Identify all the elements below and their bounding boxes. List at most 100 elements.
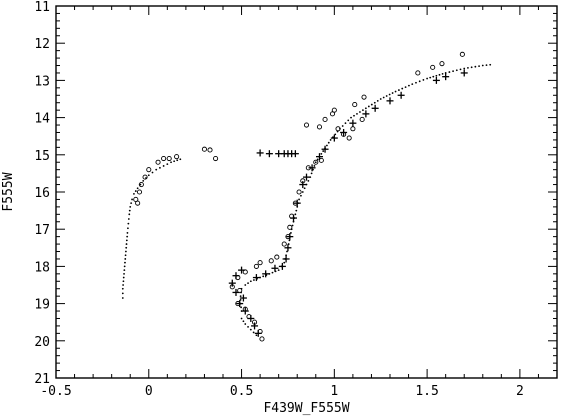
circle-point <box>313 159 319 165</box>
ridge-line-dot <box>359 111 361 113</box>
circle-point <box>155 159 161 165</box>
y-tick-label: 12 <box>34 37 50 52</box>
ridge-line-dot <box>455 69 458 72</box>
plus-point <box>265 150 273 158</box>
ridge-line-dot <box>151 171 154 174</box>
plus-point <box>308 164 316 172</box>
plot-frame <box>55 5 558 379</box>
circle-point <box>346 135 352 141</box>
circle-point <box>251 319 258 325</box>
ridge-line-dot <box>262 275 265 278</box>
ridge-line-dot <box>133 192 135 195</box>
circle-point <box>439 61 445 67</box>
y-tick-label: 11 <box>34 0 50 15</box>
circle-point <box>274 254 280 260</box>
ridge-line-dot <box>373 101 376 104</box>
ridge-line-dot <box>136 187 139 190</box>
circle-point <box>235 275 241 281</box>
y-tick-label: 21 <box>34 372 50 387</box>
circle-point <box>359 116 365 123</box>
x-tick-label: 0 <box>145 384 153 399</box>
ridge-line-dot <box>130 202 133 205</box>
circle-point <box>136 189 143 195</box>
ridge-line-dot <box>307 179 310 182</box>
plus-point <box>397 91 405 99</box>
circle-point <box>235 301 241 307</box>
ridge-line-dot <box>294 213 297 216</box>
plus-point <box>252 274 260 282</box>
ridge-line-dot <box>123 269 126 272</box>
ridge-line-dot <box>313 165 316 167</box>
ridge-line-dot <box>329 139 332 141</box>
ridge-line-dot <box>247 325 249 328</box>
ridge-line-dot <box>122 280 125 283</box>
ridge-line-dot <box>422 79 425 81</box>
ridge-line-dot <box>438 73 441 76</box>
ridge-line-dot <box>242 320 245 323</box>
circle-point <box>361 94 367 100</box>
x-tick-label: 1.5 <box>415 384 438 399</box>
ridge-line-dot <box>131 198 133 201</box>
circle-point <box>229 284 235 290</box>
plus-point <box>262 270 270 278</box>
circle-point <box>253 263 259 269</box>
y-axis-label: F555W <box>1 172 16 211</box>
ridge-line-dot <box>316 158 319 161</box>
ridge-line-dot <box>481 64 484 67</box>
ridge-line-dot <box>370 103 373 106</box>
circle-point <box>352 102 358 108</box>
ridge-line-dot <box>247 282 249 285</box>
ridge-line-dot <box>426 77 429 80</box>
plus-point <box>349 119 357 127</box>
ridge-line-dot <box>159 166 161 169</box>
circle-point <box>257 328 263 335</box>
plus-point <box>386 97 394 105</box>
ridge-line-dot <box>121 287 124 290</box>
circle-point <box>322 116 328 123</box>
ridge-line-dot <box>122 284 125 286</box>
ridge-line-dot <box>128 209 131 212</box>
ridge-line-dot <box>123 265 126 268</box>
circle-point <box>242 306 248 312</box>
ridge-line-dot <box>327 141 330 144</box>
ridge-line-dot <box>170 161 172 164</box>
ridge-line-dot <box>435 74 438 77</box>
ridge-line-dot <box>467 67 469 69</box>
x-tick-label: 1 <box>330 384 338 399</box>
ridge-line-dot <box>376 99 379 102</box>
plus-point <box>284 244 292 252</box>
axes: -0.5 0 0.5 1 1.5 2 11 12 13 14 15 16 17 18 19 20 21 <box>34 0 558 399</box>
circle-point <box>459 51 465 57</box>
ridge-line-dot <box>252 331 255 334</box>
ridge-line-dot <box>155 168 158 171</box>
ridge-line-dot <box>300 194 302 197</box>
y-tick-label: 15 <box>34 149 50 164</box>
ridge-line-dot <box>298 198 300 201</box>
ridge-line-dot <box>176 159 179 162</box>
ridge-line-dot <box>249 280 252 283</box>
plus-point <box>303 173 310 181</box>
ridge-line-dot <box>125 243 128 245</box>
x-tick-label: -0.5 <box>40 384 71 399</box>
plus-point <box>362 110 370 118</box>
ridge-line-dot <box>404 86 407 88</box>
ridge-line-dot <box>124 250 127 253</box>
circle-point <box>287 224 293 230</box>
ridge-line-dot <box>470 66 473 69</box>
ridge-line-dot <box>128 213 131 216</box>
circle-point <box>174 154 180 160</box>
ridge-line-dot <box>255 334 258 337</box>
circle-point <box>133 196 139 202</box>
plus-point <box>251 322 259 330</box>
ridge-line-dot <box>408 84 410 87</box>
ridge-line-dot <box>441 72 444 75</box>
ridge-line-dot <box>356 112 358 115</box>
ridge-line-dot <box>126 232 129 234</box>
circle-point <box>285 234 291 240</box>
circle-point <box>335 126 341 132</box>
circle-point <box>350 126 356 132</box>
circle-point <box>207 147 213 153</box>
circle-point <box>281 241 287 247</box>
plus-point <box>432 76 440 84</box>
